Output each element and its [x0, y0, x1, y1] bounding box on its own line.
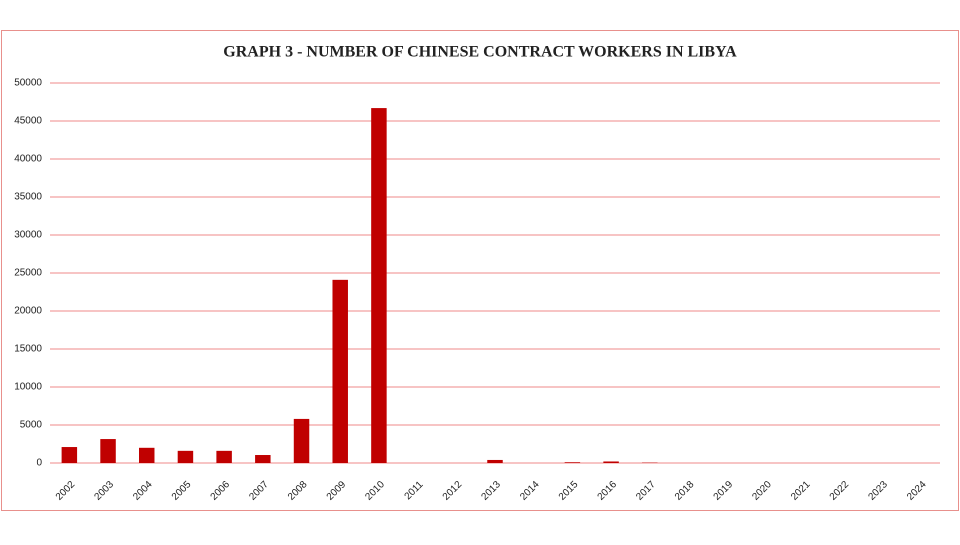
- chart-title: GRAPH 3 - NUMBER OF CHINESE CONTRACT WOR…: [223, 44, 737, 61]
- x-tick-label: 2008: [286, 479, 310, 503]
- bar: [62, 447, 77, 463]
- x-tick-label: 2021: [789, 479, 813, 503]
- y-tick-label: 5000: [20, 420, 43, 431]
- y-tick-label: 40000: [14, 154, 42, 165]
- x-tick-label: 2016: [596, 479, 620, 503]
- x-tick-label: 2014: [518, 479, 542, 503]
- x-tick-label: 2002: [54, 479, 78, 503]
- bar: [294, 419, 309, 463]
- bar: [565, 462, 580, 463]
- x-tick-label: 2018: [673, 479, 697, 503]
- bar: [603, 461, 618, 463]
- x-tick-label: 2013: [479, 479, 503, 503]
- y-tick-label: 50000: [14, 78, 42, 89]
- y-tick-label: 45000: [14, 116, 42, 127]
- bar: [100, 439, 115, 463]
- x-tick-label: 2011: [403, 479, 426, 502]
- bar: [139, 448, 154, 463]
- y-tick-label: 30000: [14, 230, 42, 241]
- y-tick-label: 20000: [14, 306, 42, 317]
- x-tick-label: 2006: [209, 479, 233, 503]
- x-tick-label: 2003: [93, 479, 117, 503]
- y-tick-label: 25000: [14, 268, 42, 279]
- bar: [332, 280, 347, 463]
- x-tick-label: 2010: [363, 479, 387, 503]
- bar: [371, 108, 386, 463]
- y-tick-label: 35000: [14, 192, 42, 203]
- x-tick-label: 2022: [828, 479, 852, 503]
- bar: [255, 455, 270, 463]
- x-tick-label: 2017: [634, 479, 658, 503]
- x-tick-label: 2020: [750, 479, 774, 503]
- x-tick-label: 2024: [905, 479, 929, 503]
- bar: [216, 451, 231, 463]
- x-tick-label: 2012: [441, 479, 465, 503]
- bar: [487, 460, 502, 463]
- x-tick-label: 2007: [247, 479, 271, 503]
- x-tick-label: 2023: [866, 479, 890, 503]
- x-tick-label: 2005: [170, 479, 194, 503]
- x-tick-label: 2004: [131, 479, 155, 503]
- chart-border: [2, 31, 959, 511]
- y-tick-label: 15000: [14, 344, 42, 355]
- x-tick-label: 2015: [557, 479, 581, 503]
- bar: [178, 451, 193, 463]
- x-tick-label: 2009: [325, 479, 349, 503]
- y-tick-label: 0: [36, 458, 42, 469]
- y-tick-label: 10000: [14, 382, 42, 393]
- x-tick-label: 2019: [712, 479, 736, 503]
